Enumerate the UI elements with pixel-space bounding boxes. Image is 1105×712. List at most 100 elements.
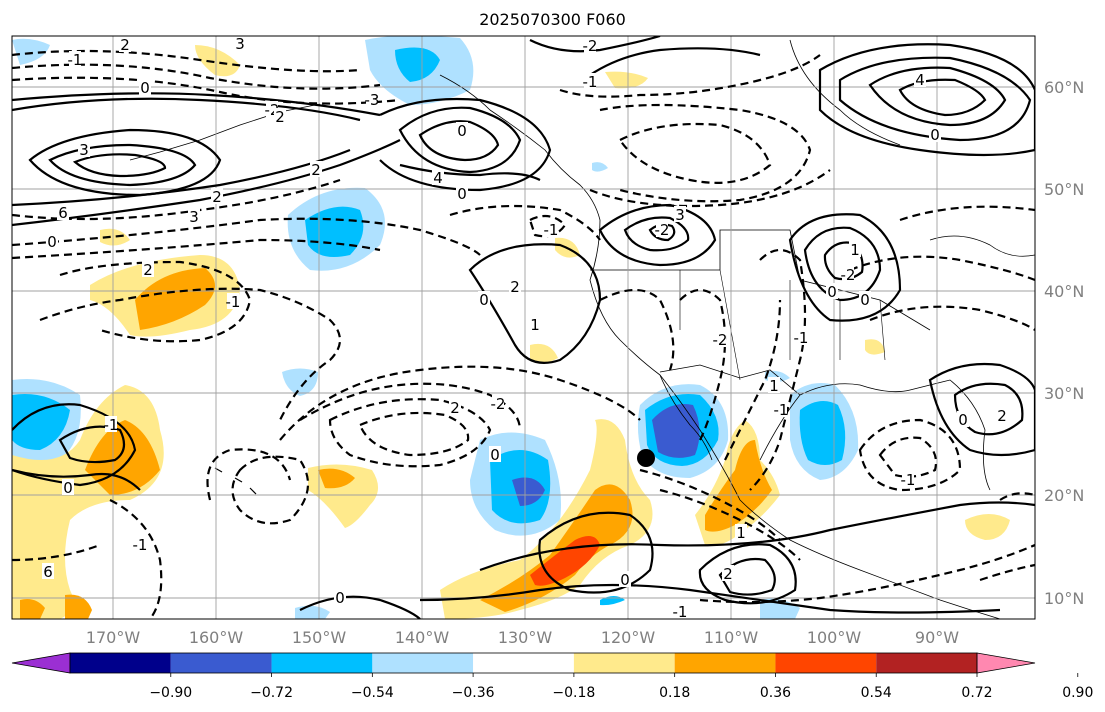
contour-label: 2	[212, 188, 222, 206]
contour-label-bg	[78, 141, 90, 157]
contour-label-bg	[62, 479, 74, 495]
colorbar-tick-label: 0.72	[961, 685, 992, 701]
contour-label-bg	[274, 108, 286, 124]
contour-label: 3	[235, 35, 245, 53]
lon-label: 170°W	[86, 628, 141, 647]
contour-label-bg	[656, 221, 668, 237]
contour-label: 0	[63, 479, 73, 497]
contour-label-bg	[768, 377, 780, 393]
contour-label: 2	[997, 407, 1007, 425]
contour-label-bg	[456, 185, 468, 201]
contour-label: 0	[860, 291, 870, 309]
colorbar-segment	[573, 653, 675, 673]
contour-label-bg	[902, 471, 914, 487]
contour-label-bg	[211, 188, 223, 204]
pos-fill	[135, 268, 215, 330]
pos-fill	[865, 339, 885, 355]
contour-label: -2	[491, 395, 506, 413]
contour-label-bg	[849, 241, 861, 257]
contour-label-bg	[826, 283, 838, 299]
contour-label: -2	[841, 266, 856, 284]
pos-fill	[480, 484, 633, 612]
contour-label: 1	[530, 316, 540, 334]
colorbar-tick-label: −0.72	[250, 685, 293, 701]
contour-label: -1	[794, 329, 809, 347]
colorbar-frame	[69, 652, 978, 674]
colorbar-segment	[70, 653, 171, 673]
contour-label-bg	[996, 407, 1008, 423]
contour-label-bg	[775, 401, 787, 417]
contour-label: 3	[79, 141, 89, 159]
contour-label-bg	[432, 169, 444, 185]
contour-label: 6	[58, 204, 68, 222]
pos-fill	[318, 468, 355, 489]
lon-label: 110°W	[704, 628, 759, 647]
colorbar-tick-label: −0.18	[552, 685, 595, 701]
lon-label: 150°W	[292, 628, 347, 647]
contour-label-bg	[842, 266, 854, 282]
neg-fill	[799, 401, 846, 465]
contour-label: -1	[133, 536, 148, 554]
canada-coast	[789, 39, 901, 146]
lon-label: 100°W	[807, 628, 862, 647]
contour-label-bg	[334, 589, 346, 605]
contour-label-bg	[139, 79, 151, 95]
colorbar-segment	[674, 653, 776, 673]
contour-label: 0	[479, 291, 489, 309]
neg-fill	[652, 404, 700, 458]
contour-label: -3	[365, 91, 380, 109]
colorbar-segment	[170, 653, 272, 673]
contour-label: 2	[311, 161, 321, 179]
contour-label-bg	[57, 204, 69, 220]
contour-label: 0	[958, 411, 968, 429]
contour-label: -1	[544, 221, 559, 239]
contour-label-bg	[957, 411, 969, 427]
contour-label-bg	[46, 233, 58, 249]
contour-label-bg	[735, 524, 747, 540]
colorbar-segment	[271, 653, 373, 673]
contour-label: -1	[226, 293, 241, 311]
contour-label-bg	[722, 565, 734, 581]
colorbar-tick-label: 0.90	[1062, 685, 1093, 701]
pos-fill	[440, 419, 653, 619]
contour-label: 0	[490, 446, 500, 464]
contour-label-bg	[366, 91, 378, 107]
map-frame	[11, 35, 1036, 620]
colorbar-tick-label: 0.18	[659, 685, 690, 701]
contour-label: -1	[68, 51, 83, 69]
contour-label: -1	[583, 73, 598, 91]
longitude-labels: 170°W 160°W 150°W 140°W 130°W 120°W 110°W 100°W…	[86, 628, 959, 647]
contour-label: 2	[450, 399, 460, 417]
contour-label: 0	[457, 185, 467, 203]
contour-label-bg	[456, 122, 468, 138]
contour-label-bg	[134, 536, 146, 552]
colorbar-tick-label: 0.54	[861, 685, 892, 701]
storm-center-dot	[637, 449, 655, 467]
contour-label: 2	[143, 261, 153, 279]
contour-label: 3	[675, 206, 685, 224]
latitude-labels: 60°N 50°N 40°N 30°N 20°N 10°N	[1044, 78, 1084, 608]
contour-label: 1	[850, 241, 860, 259]
lon-label: 160°W	[189, 628, 244, 647]
lat-label: 10°N	[1044, 589, 1084, 608]
contour-label-bg	[674, 603, 686, 619]
contour-label: 1	[769, 377, 779, 395]
pos-fill	[965, 514, 1010, 540]
colorbar-segment	[775, 653, 877, 673]
contour-label: 0	[457, 122, 467, 140]
contour-label-bg	[489, 446, 501, 462]
contour-label: 0	[47, 233, 57, 251]
contour-label-bg	[584, 73, 596, 89]
contour-label: 4	[433, 169, 443, 187]
neg-fill	[395, 47, 440, 82]
contour-label: 0	[335, 589, 345, 607]
pos-fill	[705, 440, 772, 532]
contour-label-bg	[509, 278, 521, 294]
contour-label: 0	[930, 126, 940, 144]
contour-label-bg	[545, 221, 557, 237]
neg-fill	[12, 394, 70, 450]
contour-label-bg	[584, 37, 596, 53]
contour-label-bg	[142, 261, 154, 277]
colorbar-segment	[473, 653, 574, 673]
